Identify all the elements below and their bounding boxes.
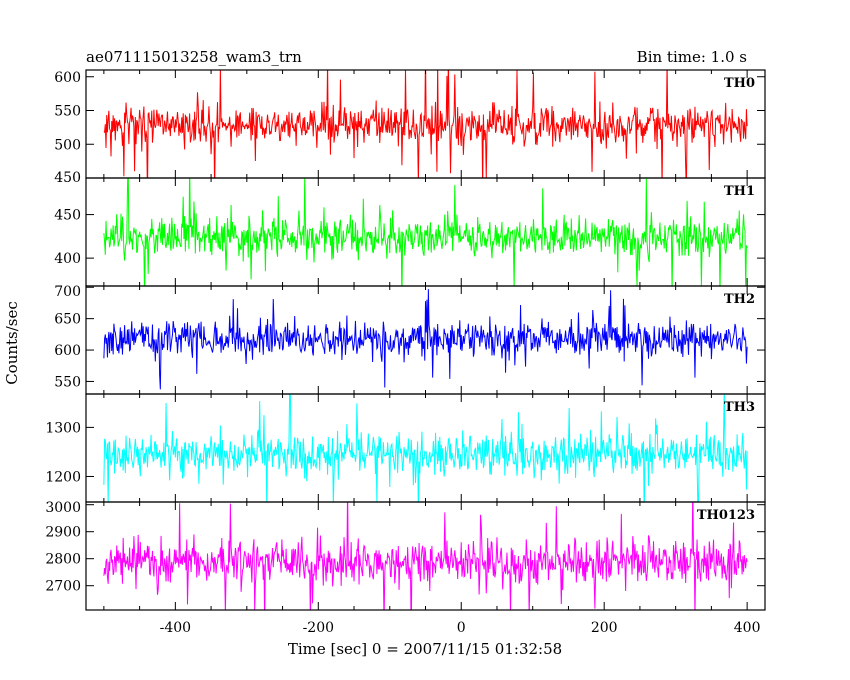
- x-tick-label: 0: [457, 620, 466, 636]
- y-tick-label: 600: [54, 343, 81, 359]
- x-tick-label: 400: [734, 620, 761, 636]
- panel-th3: 1200 1300 TH3: [45, 393, 766, 503]
- x-axis: -400 -200 0 200 400: [160, 620, 761, 636]
- y-tick-label: 3000: [45, 500, 81, 516]
- series-line-th3: [103, 394, 748, 502]
- y-tick-label: 1300: [45, 420, 81, 436]
- panel-label-th2: TH2: [724, 292, 755, 307]
- y-tick-label: 2700: [45, 579, 81, 595]
- y-tick-label: 450: [54, 170, 81, 186]
- panel-th0: 450 500 550 600 TH0: [54, 69, 766, 186]
- panel-th0123: 2700 2800 2900 3000 TH0123: [45, 500, 766, 611]
- y-tick-label: 650: [54, 312, 81, 328]
- y-tick-label: 550: [54, 374, 81, 390]
- panel-label-th1: TH1: [724, 184, 755, 199]
- x-tick-label: -200: [303, 620, 334, 636]
- y-tick-label: 450: [54, 208, 81, 224]
- series-line-th0: [103, 70, 748, 178]
- panel-th2: 550 600 650 700 TH2: [54, 284, 766, 395]
- y-tick-label: 550: [54, 104, 81, 120]
- series-line-th0123: [103, 502, 748, 610]
- panel-th1: 400 450 TH1: [54, 177, 766, 287]
- x-tick-label: 200: [591, 620, 618, 636]
- bin-time-label: Bin time: 1.0 s: [637, 48, 747, 66]
- panel-label-th0: TH0: [724, 76, 755, 91]
- series-line-th2: [103, 289, 748, 390]
- y-tick-label: 600: [54, 70, 81, 86]
- y-tick-label: 1200: [45, 469, 81, 485]
- y-axis-label: Counts/sec: [3, 301, 21, 385]
- series-line-th1: [103, 178, 748, 286]
- panel-label-th0123: TH0123: [697, 508, 755, 523]
- panel-label-th3: TH3: [724, 400, 755, 415]
- chart-title: ae071115013258_wam3_trn: [86, 48, 302, 66]
- x-tick-label: -400: [160, 620, 191, 636]
- x-axis-label: Time [sec] 0 = 2007/11/15 01:32:58: [288, 640, 562, 658]
- panels: 450 500 550 600 TH0 400 450 TH1 550 600 650 700 TH2 1…: [45, 69, 766, 611]
- y-tick-label: 2800: [45, 552, 81, 568]
- y-tick-label: 500: [54, 137, 81, 153]
- y-tick-label: 400: [54, 251, 81, 267]
- y-tick-label: 700: [54, 284, 81, 300]
- y-tick-label: 2900: [45, 525, 81, 541]
